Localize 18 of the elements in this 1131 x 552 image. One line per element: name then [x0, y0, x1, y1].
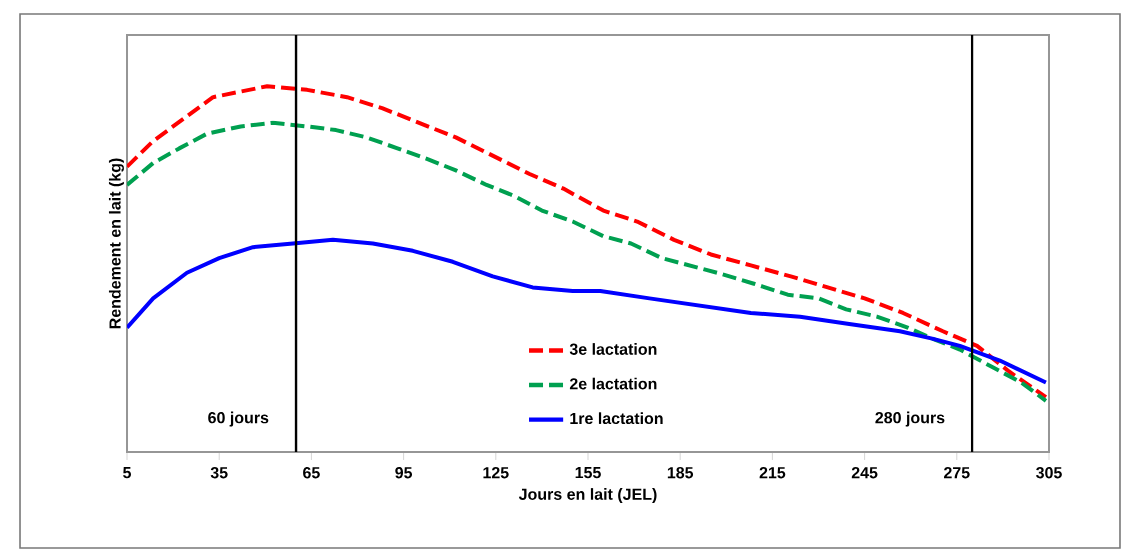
x-tick-label: 65 — [303, 467, 320, 479]
x-tick-label: 35 — [210, 467, 228, 479]
x-tick-label: 245 — [851, 467, 878, 479]
x-tick-label: 5 — [123, 467, 131, 479]
ref-line-label: 280 jours — [875, 411, 945, 427]
x-tick-label: 215 — [759, 467, 786, 479]
x-tick-label: 275 — [944, 467, 970, 479]
x-tick-label: 185 — [667, 467, 694, 479]
legend-label: 2e lactation — [569, 377, 657, 390]
x-tick-label: 125 — [483, 467, 509, 479]
legend-label: 3e lactation — [569, 343, 657, 355]
x-tick-label: 305 — [1036, 467, 1062, 479]
legend-label: 1re lactation — [570, 412, 663, 425]
ref-line-label: 60 jours — [208, 411, 269, 427]
x-tick-label: 95 — [395, 467, 413, 479]
x-axis-title: Jours en lait (JEL) — [518, 488, 657, 504]
x-tick-label: 155 — [575, 467, 601, 479]
y-axis-title: Rendement en lait (kg) — [108, 158, 124, 329]
